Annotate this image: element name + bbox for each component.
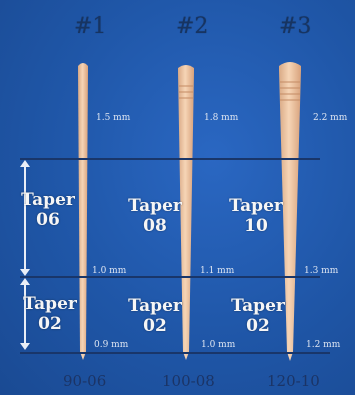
instrument-2-number: #2 [176,14,209,39]
instrument-3-number: #3 [279,14,312,39]
instrument-2-bottom-dimension: 1.0 mm [201,340,236,350]
instrument-1-code: 90-06 [63,372,107,390]
instrument-2-grooves [179,85,193,99]
lower-taper-arrow [21,278,29,350]
instrument-2-mid-dimension: 1.1 mm [200,266,235,276]
upper-boundary-line [20,158,320,160]
instrument-1-lower-taper: Taper 02 [20,294,80,334]
taper-value: 02 [143,316,167,336]
instrument-3-mid-dimension: 1.3 mm [304,266,339,276]
taper-word: Taper [23,294,77,314]
instrument-2-lower-taper: Taper 02 [125,296,185,336]
taper-word: Taper [128,196,182,216]
taper-value: 02 [38,314,62,334]
instrument-3-lower-taper: Taper 02 [228,296,288,336]
instrument-3-grooves [280,81,300,101]
lower-boundary-line [20,352,330,354]
instrument-3-upper-taper: Taper 10 [226,196,286,236]
instrument-3-top-dimension: 2.2 mm [313,113,348,123]
instrument-1 [78,63,88,360]
taper-value: 06 [36,210,60,230]
taper-word: Taper [21,190,75,210]
taper-value: 08 [143,216,167,236]
instrument-1-bottom-dimension: 0.9 mm [94,340,129,350]
instrument-2-code: 100-08 [162,372,215,390]
instrument-2-upper-taper: Taper 08 [125,196,185,236]
taper-value: 10 [244,216,268,236]
instrument-2 [178,65,194,360]
taper-value: 02 [246,316,270,336]
taper-word: Taper [231,296,285,316]
instrument-2-top-dimension: 1.8 mm [204,113,239,123]
taper-word: Taper [229,196,283,216]
instrument-1-top-dimension: 1.5 mm [96,113,131,123]
taper-word: Taper [128,296,182,316]
instrument-3-code: 120-10 [267,372,320,390]
instrument-3-bottom-dimension: 1.2 mm [306,340,341,350]
upper-taper-arrow [21,160,29,276]
middle-boundary-line [20,276,320,278]
instrument-3 [279,62,301,361]
instrument-1-mid-dimension: 1.0 mm [92,266,127,276]
instrument-1-number: #1 [74,14,107,39]
instrument-1-upper-taper: Taper 06 [18,190,78,230]
